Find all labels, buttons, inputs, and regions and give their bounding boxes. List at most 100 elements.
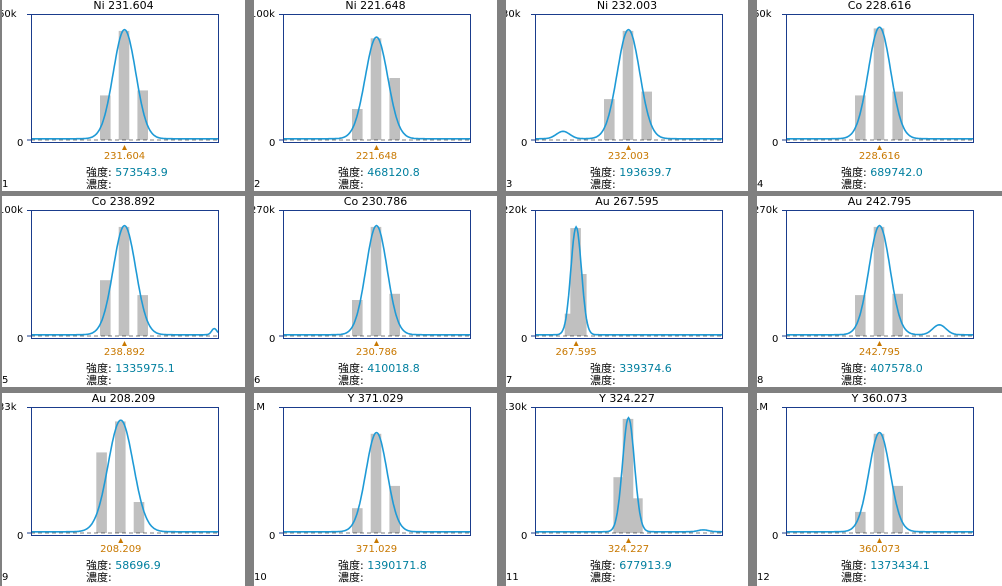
intensity-row: 強度: 1373434.1	[841, 559, 930, 572]
concentration-row: 濃度:	[338, 178, 364, 191]
intensity-label: 強度:	[841, 166, 867, 179]
peak-marker-icon	[573, 341, 579, 346]
element-name: Au	[847, 196, 863, 208]
integration-bar	[641, 91, 652, 140]
concentration-row: 濃度:	[86, 178, 112, 191]
integration-bar	[576, 274, 587, 336]
intensity-row: 強度: 193639.7	[590, 166, 672, 179]
element-name: Co	[91, 196, 107, 208]
panel-title: Y 324.227	[506, 393, 748, 405]
intensity-row: 強度: 410018.8	[338, 362, 420, 375]
panel-number: 3	[506, 179, 513, 190]
intensity-row: 強度: 1390171.8	[338, 559, 427, 572]
spectrum-plot	[27, 14, 219, 150]
concentration-row: 濃度:	[590, 178, 616, 191]
spectrum-curve	[535, 28, 722, 140]
integration-bar	[137, 295, 148, 336]
intensity-row: 強度: 573543.9	[86, 166, 168, 179]
peak-marker-icon	[122, 341, 127, 346]
concentration-row: 濃度:	[338, 571, 364, 584]
spectrum-plot	[531, 210, 723, 346]
integration-bar	[370, 38, 382, 140]
intensity-label: 強度:	[86, 166, 112, 179]
spectrum-plot	[782, 210, 974, 346]
panel-number: 4	[757, 179, 764, 190]
wavelength-title: 221.648	[360, 0, 406, 12]
concentration-label: 濃度:	[590, 374, 616, 387]
panel-number: 10	[254, 572, 267, 583]
integration-bar	[100, 95, 111, 140]
peak-wavelength-label: 232.003	[607, 151, 650, 162]
peak-wavelength-label: 208.209	[100, 544, 142, 555]
y-axis-zero-label: 0	[269, 334, 276, 345]
intensity-value: 573543.9	[115, 166, 168, 179]
intensity-value: 339374.6	[619, 362, 672, 375]
spectrum-curve	[31, 28, 218, 140]
spectrum-plot	[782, 14, 974, 150]
intensity-row: 強度: 339374.6	[590, 362, 672, 375]
peak-marker-icon	[374, 538, 379, 543]
y-axis-max-label: 33k	[2, 402, 17, 413]
intensity-row: 強度: 689742.0	[841, 166, 923, 179]
y-axis-max-label: 270k	[757, 205, 778, 216]
spectrum-curve	[283, 224, 470, 336]
element-name: Au	[91, 393, 107, 405]
y-axis-zero-label: 0	[772, 334, 779, 345]
peak-marker-icon	[122, 145, 127, 150]
integration-bar	[622, 418, 634, 533]
peak-marker-icon	[626, 145, 631, 150]
peak-marker-icon	[877, 145, 882, 150]
element-name: Y	[347, 393, 355, 405]
panel-title: Ni 221.648	[254, 0, 497, 12]
intensity-row: 強度: 468120.8	[338, 166, 420, 179]
wavelength-title: 324.227	[609, 393, 655, 405]
intensity-label: 強度:	[590, 362, 616, 375]
y-axis-max-label: 30k	[506, 9, 521, 20]
plot-frame	[31, 210, 219, 339]
intensity-value: 677913.9	[619, 559, 672, 572]
y-axis-max-label: 220k	[506, 205, 527, 216]
peak-marker-icon	[374, 145, 379, 150]
y-axis-max-label: 60k	[2, 9, 17, 20]
panel-title: Co 238.892	[2, 196, 245, 208]
concentration-row: 濃度:	[841, 571, 867, 584]
y-axis-zero-label: 0	[772, 138, 779, 149]
plot-frame	[283, 407, 471, 536]
wavelength-title: 242.795	[865, 196, 912, 208]
wavelength-title: 232.003	[611, 0, 658, 12]
integration-bar	[137, 90, 148, 140]
peak-wavelength-label: 238.892	[103, 347, 146, 358]
wavelength-title: 228.616	[865, 0, 912, 12]
spectrum-plot	[531, 407, 723, 543]
spectrum-plot	[279, 210, 471, 346]
concentration-label: 濃度:	[338, 374, 364, 387]
y-axis-zero-label: 0	[269, 531, 276, 542]
y-axis-zero-label: 0	[772, 531, 779, 542]
concentration-label: 濃度:	[338, 571, 364, 584]
panel-title: Au 267.595	[506, 196, 748, 208]
element-name: Y	[599, 393, 606, 405]
panel-title: Au 242.795	[757, 196, 1002, 208]
spectrum-curve	[31, 224, 219, 336]
panel-number: 5	[2, 375, 9, 386]
concentration-row: 濃度:	[841, 374, 867, 387]
spectrum-curve	[786, 431, 973, 533]
panel-number: 8	[757, 375, 764, 386]
integration-bar	[352, 508, 363, 533]
element-name: Co	[343, 196, 359, 208]
spectrum-curve	[786, 224, 973, 336]
intensity-label: 強度:	[338, 362, 364, 375]
spectrum-curve	[535, 416, 722, 533]
